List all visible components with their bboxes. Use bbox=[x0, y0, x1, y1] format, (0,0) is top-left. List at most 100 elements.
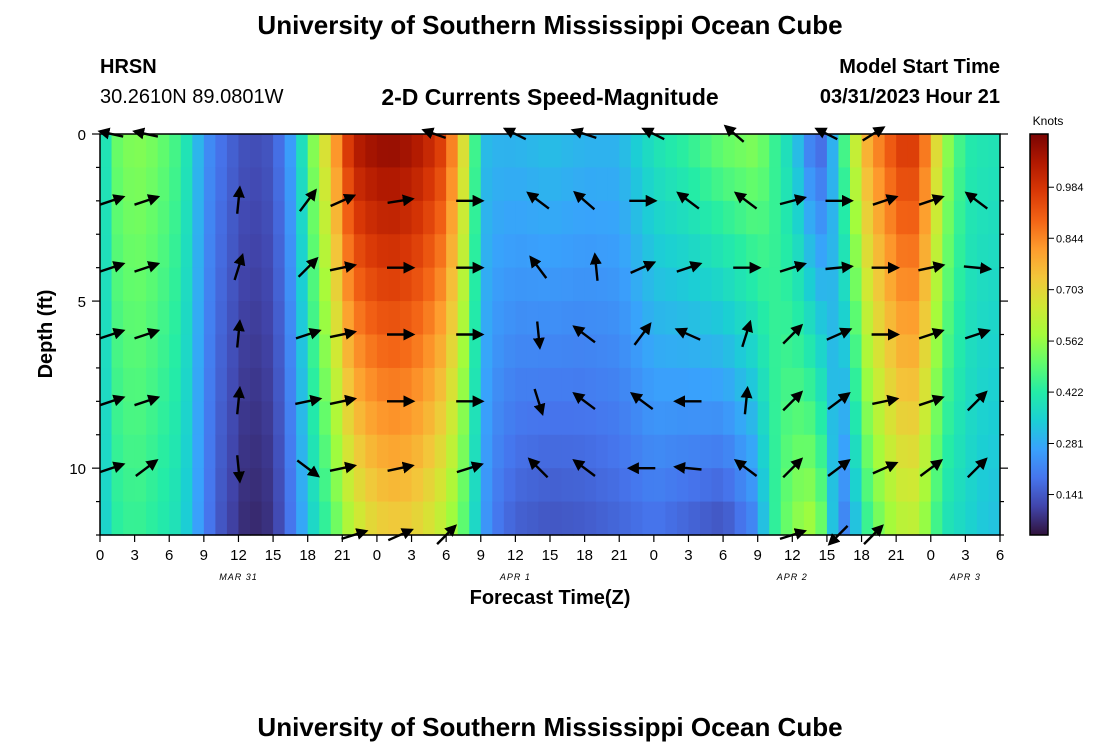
heatmap-cell bbox=[192, 267, 205, 302]
heatmap-cell bbox=[792, 401, 805, 436]
heatmap-cell bbox=[388, 301, 401, 336]
heatmap-cell bbox=[157, 301, 170, 336]
heatmap-cell bbox=[111, 401, 124, 436]
heatmap-cell bbox=[642, 200, 655, 235]
date-label: APR 1 bbox=[499, 572, 531, 582]
current-vector bbox=[99, 461, 126, 474]
heatmap-cell bbox=[757, 501, 770, 536]
heatmap-cell bbox=[746, 468, 759, 503]
heatmap-cell bbox=[146, 334, 159, 369]
heatmap-cell bbox=[515, 501, 528, 536]
heatmap-cell bbox=[353, 434, 366, 469]
heatmap-cell bbox=[803, 367, 816, 402]
heatmap-cell bbox=[826, 501, 840, 536]
heatmap-cell bbox=[284, 334, 297, 369]
heatmap-cell bbox=[353, 468, 366, 503]
heatmap-cell bbox=[134, 367, 147, 402]
heatmap-cell bbox=[169, 434, 182, 469]
current-vector bbox=[297, 256, 319, 278]
heatmap-cell bbox=[226, 301, 240, 336]
heatmap-cell bbox=[976, 200, 990, 235]
heatmap-cell bbox=[226, 401, 240, 436]
heatmap-cell bbox=[192, 134, 205, 169]
heatmap-cell bbox=[457, 167, 470, 202]
heatmap-cell bbox=[884, 468, 897, 503]
heatmap-cell bbox=[619, 200, 632, 235]
heatmap-cell bbox=[930, 501, 943, 536]
heatmap-cell bbox=[607, 267, 620, 302]
heatmap-cell bbox=[146, 468, 159, 503]
heatmap-cell bbox=[896, 134, 909, 169]
heatmap-cell bbox=[780, 200, 793, 235]
heatmap-cell bbox=[273, 434, 286, 469]
current-vector bbox=[296, 459, 321, 478]
heatmap-cell bbox=[376, 267, 390, 302]
heatmap-cell bbox=[111, 301, 124, 336]
heatmap-cell bbox=[261, 468, 274, 503]
heatmap-cell bbox=[203, 301, 216, 336]
heatmap-cell bbox=[757, 468, 770, 503]
heatmap-cell bbox=[676, 501, 690, 536]
heatmap-cell bbox=[284, 367, 297, 402]
heatmap-cell bbox=[711, 334, 724, 369]
x-tick-label: 3 bbox=[407, 547, 415, 564]
heatmap-cell bbox=[457, 267, 470, 302]
heatmap-cell bbox=[826, 234, 840, 269]
heatmap-cell bbox=[342, 468, 355, 503]
heatmap-cell bbox=[515, 434, 528, 469]
heatmap-cell bbox=[976, 167, 990, 202]
heatmap-cell bbox=[411, 401, 424, 436]
heatmap-cell bbox=[376, 367, 390, 402]
heatmap-cell bbox=[596, 134, 609, 169]
current-vector bbox=[782, 457, 804, 479]
heatmap-cell bbox=[919, 334, 932, 369]
heatmap-cell bbox=[284, 167, 297, 202]
heatmap-cell bbox=[873, 334, 886, 369]
heatmap-cell bbox=[700, 234, 713, 269]
heatmap-cell bbox=[261, 167, 274, 202]
heatmap-cell bbox=[434, 501, 447, 536]
heatmap-cell bbox=[423, 234, 436, 269]
heatmap-cell bbox=[261, 401, 274, 436]
heatmap-cell bbox=[953, 501, 966, 536]
heatmap-cell bbox=[169, 301, 182, 336]
heatmap-cell bbox=[215, 334, 228, 369]
heatmap-cell bbox=[769, 134, 782, 169]
heatmap-cell bbox=[134, 301, 147, 336]
heatmap-cell bbox=[215, 234, 228, 269]
heatmap-cell bbox=[653, 134, 666, 169]
heatmap-cell bbox=[111, 434, 124, 469]
heatmap-cell bbox=[596, 334, 609, 369]
heatmap-cell bbox=[457, 367, 470, 402]
heatmap-cell bbox=[746, 267, 759, 302]
x-tick-label: 0 bbox=[927, 547, 935, 564]
current-vector bbox=[134, 261, 161, 273]
heatmap-cell bbox=[896, 501, 909, 536]
heatmap-cell bbox=[134, 501, 147, 536]
heatmap-cell bbox=[296, 134, 309, 169]
heatmap-cell bbox=[342, 234, 355, 269]
current-vector bbox=[918, 394, 945, 407]
heatmap-cell bbox=[665, 234, 678, 269]
heatmap-cell bbox=[561, 367, 574, 402]
heatmap-cell bbox=[815, 134, 828, 169]
current-vector bbox=[99, 261, 126, 273]
heatmap-cell bbox=[330, 167, 343, 202]
heatmap-cell bbox=[203, 401, 216, 436]
current-vector bbox=[827, 458, 851, 477]
heatmap-cell bbox=[123, 434, 136, 469]
heatmap-cell bbox=[884, 301, 897, 336]
heatmap-cell bbox=[769, 468, 782, 503]
current-vector bbox=[825, 261, 854, 274]
heatmap-cell bbox=[930, 234, 943, 269]
heatmap-cell bbox=[238, 167, 251, 202]
heatmap-cell bbox=[907, 401, 920, 436]
heatmap-cell bbox=[861, 367, 874, 402]
heatmap-cell bbox=[596, 234, 609, 269]
heatmap-cell bbox=[353, 267, 366, 302]
heatmap-cell bbox=[769, 401, 782, 436]
heatmap-cell bbox=[215, 301, 228, 336]
heatmap-cell bbox=[192, 468, 205, 503]
heatmap-cell bbox=[469, 134, 482, 169]
heatmap-cell bbox=[365, 267, 378, 302]
